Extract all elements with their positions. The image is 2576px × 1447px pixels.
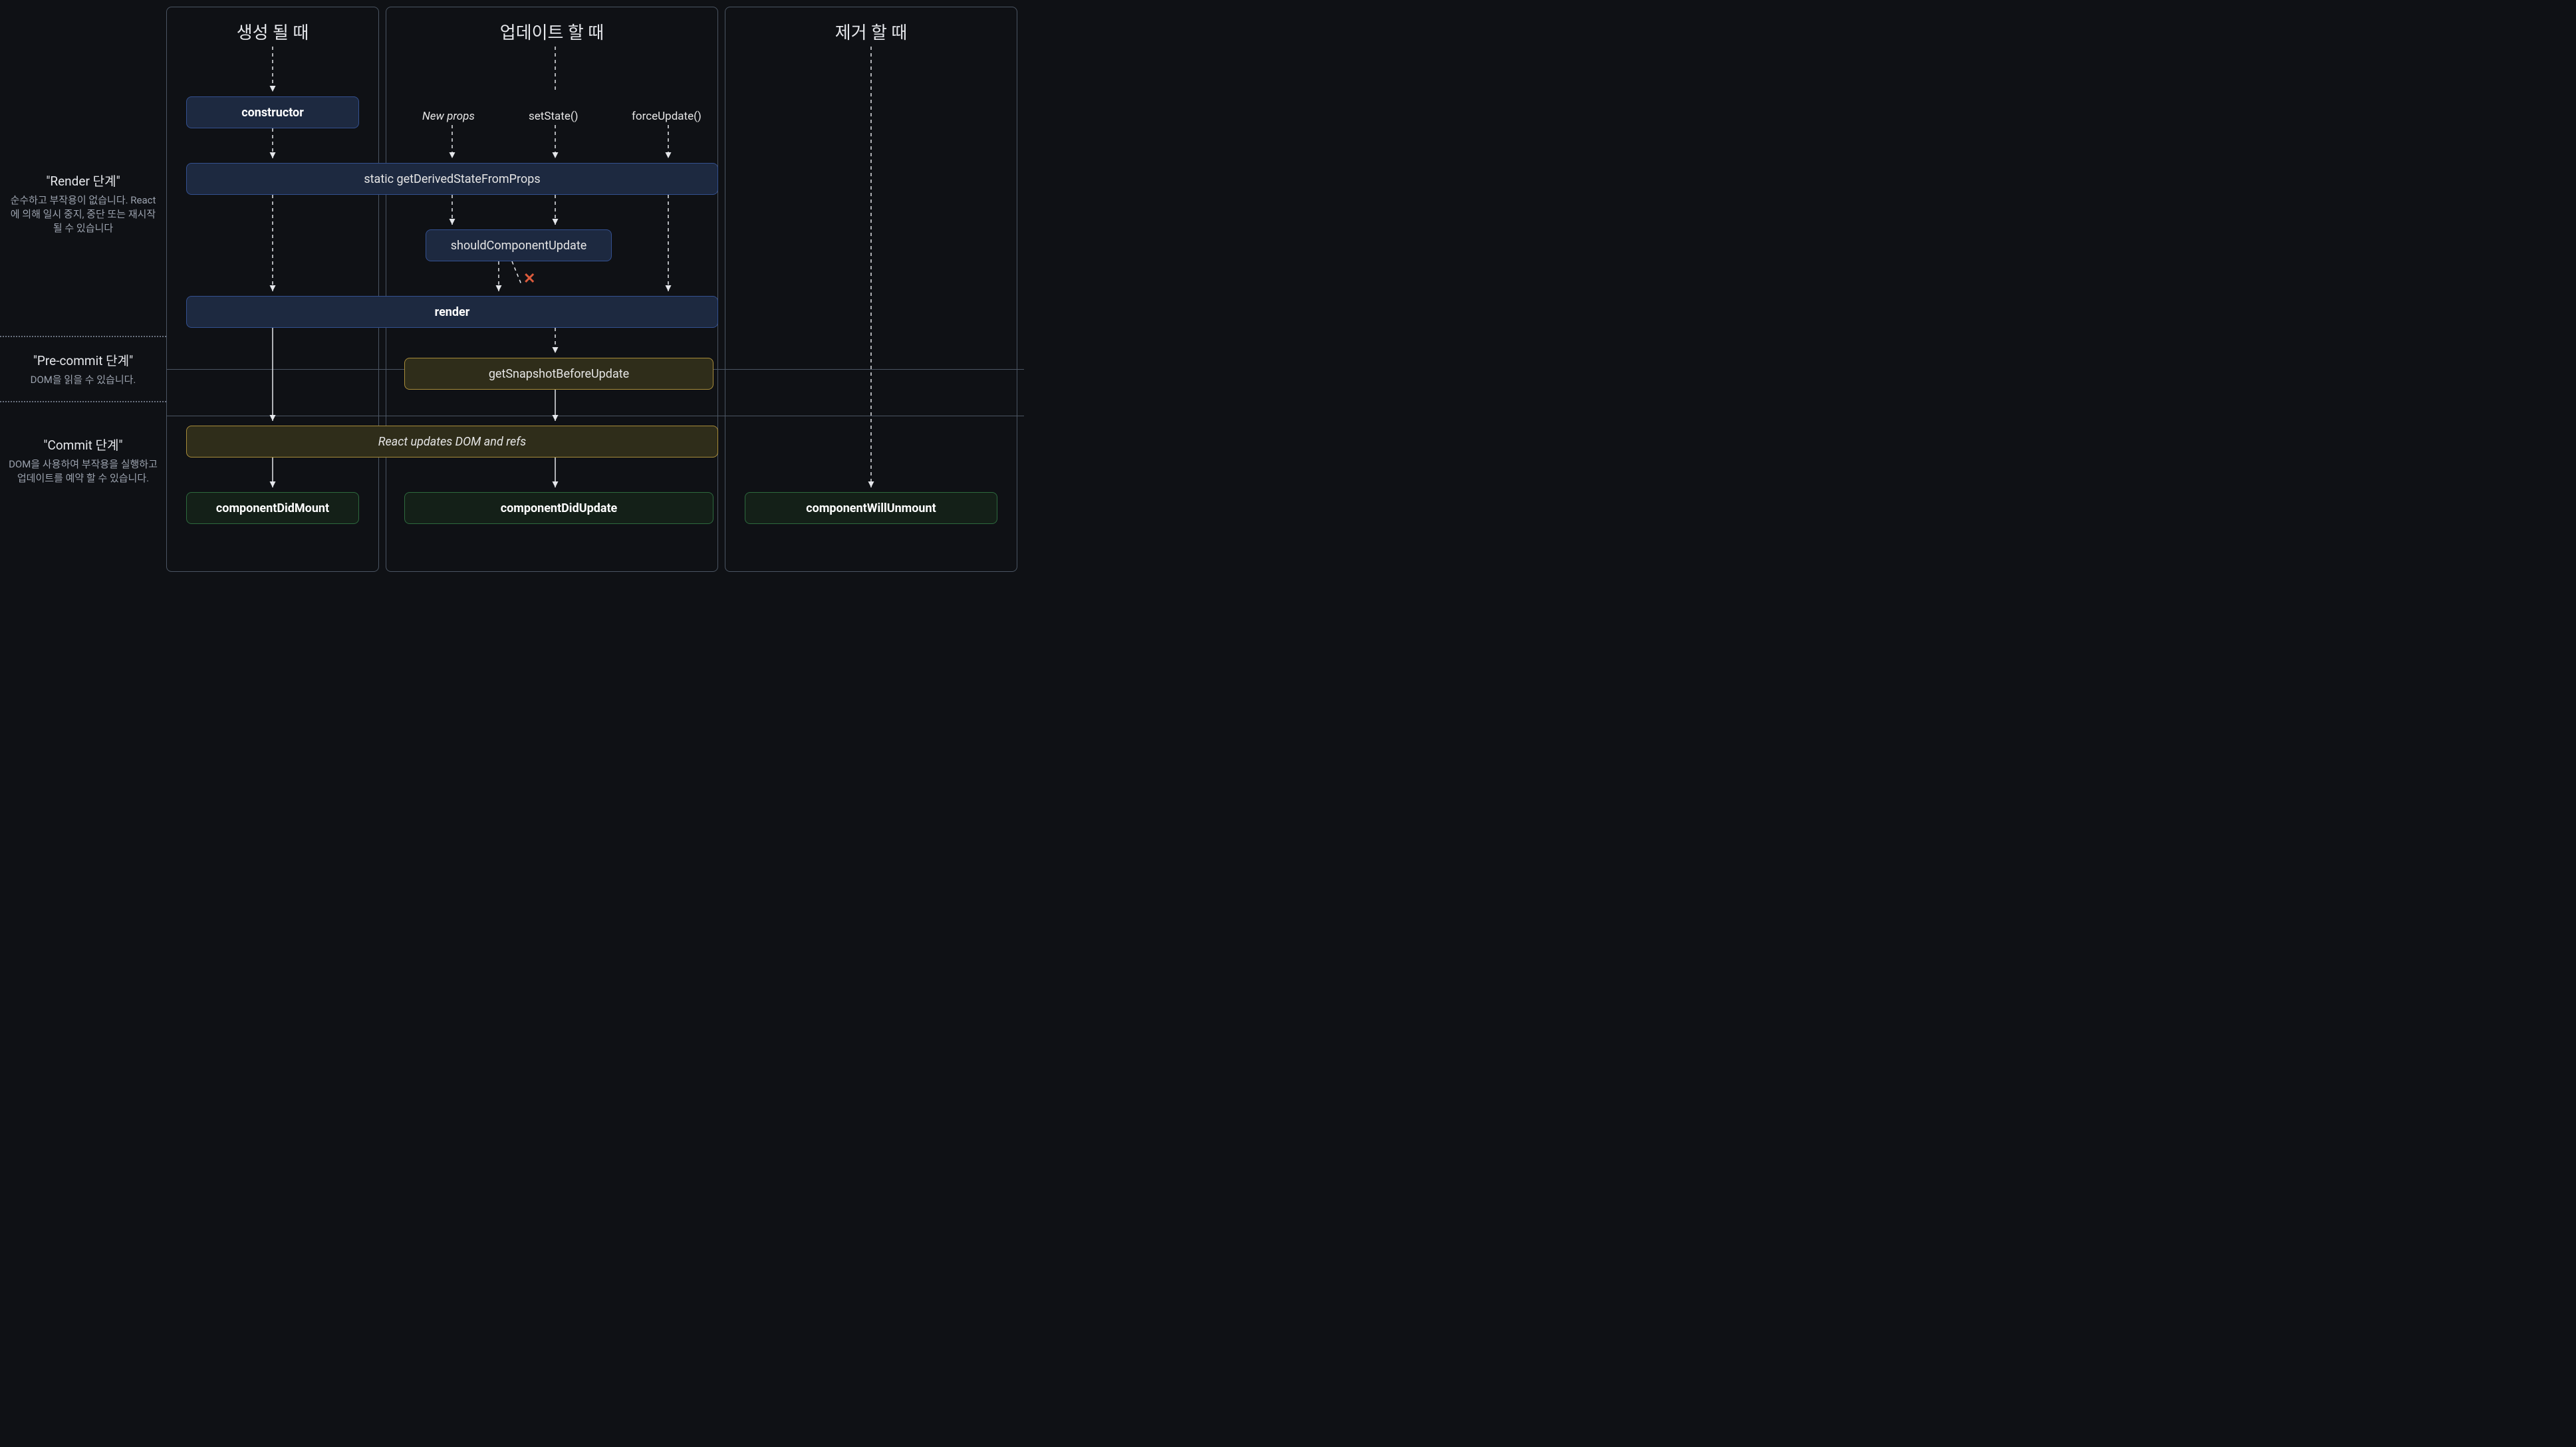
box-component-will-unmount[interactable]: componentWillUnmount: [745, 492, 997, 524]
box-component-did-mount[interactable]: componentDidMount: [186, 492, 359, 524]
phase-precommit-desc: DOM을 읽을 수 있습니다.: [7, 373, 160, 387]
column-update: 업데이트 할 때: [386, 7, 718, 572]
box-get-derived-state[interactable]: static getDerivedStateFromProps: [186, 163, 718, 195]
phase-render: "Render 단계" 순수하고 부작용이 없습니다. React에 의해 일시…: [7, 172, 160, 235]
trigger-new-props: New props: [422, 110, 475, 123]
column-update-header: 업데이트 할 때: [386, 7, 717, 44]
trigger-force-update: forceUpdate(): [632, 110, 702, 123]
phase-sidebar: "Render 단계" 순수하고 부작용이 없습니다. React에 의해 일시…: [0, 0, 166, 579]
phase-commit-desc: DOM을 사용하여 부작용을 실행하고 업데이트를 예약 할 수 있습니다.: [7, 458, 160, 485]
column-unmount: 제거 할 때: [725, 7, 1017, 572]
trigger-set-state: setState(): [529, 110, 579, 123]
box-render[interactable]: render: [186, 296, 718, 328]
box-component-did-update[interactable]: componentDidUpdate: [404, 492, 713, 524]
column-mount: 생성 될 때: [166, 7, 379, 572]
diagram-main: 생성 될 때 업데이트 할 때 제거 할 때 constructor stati…: [166, 7, 1024, 572]
phase-render-desc: 순수하고 부작용이 없습니다. React에 의해 일시 중지, 중단 또는 재…: [7, 194, 160, 235]
phase-precommit-title: "Pre-commit 단계": [7, 351, 160, 369]
box-get-snapshot[interactable]: getSnapshotBeforeUpdate: [404, 358, 713, 390]
divider-1: [0, 336, 166, 337]
column-mount-header: 생성 될 때: [167, 7, 378, 44]
box-react-updates-dom: React updates DOM and refs: [186, 426, 718, 458]
divider-2: [0, 401, 166, 402]
phase-render-title: "Render 단계": [7, 172, 160, 190]
column-unmount-header: 제거 할 때: [725, 7, 1017, 44]
box-should-component-update[interactable]: shouldComponentUpdate: [426, 229, 612, 261]
box-constructor[interactable]: constructor: [186, 96, 359, 128]
phase-precommit: "Pre-commit 단계" DOM을 읽을 수 있습니다.: [7, 351, 160, 387]
cross-icon: ✕: [523, 271, 535, 287]
phase-commit-title: "Commit 단계": [7, 436, 160, 454]
phase-commit: "Commit 단계" DOM을 사용하여 부작용을 실행하고 업데이트를 예약…: [7, 436, 160, 485]
